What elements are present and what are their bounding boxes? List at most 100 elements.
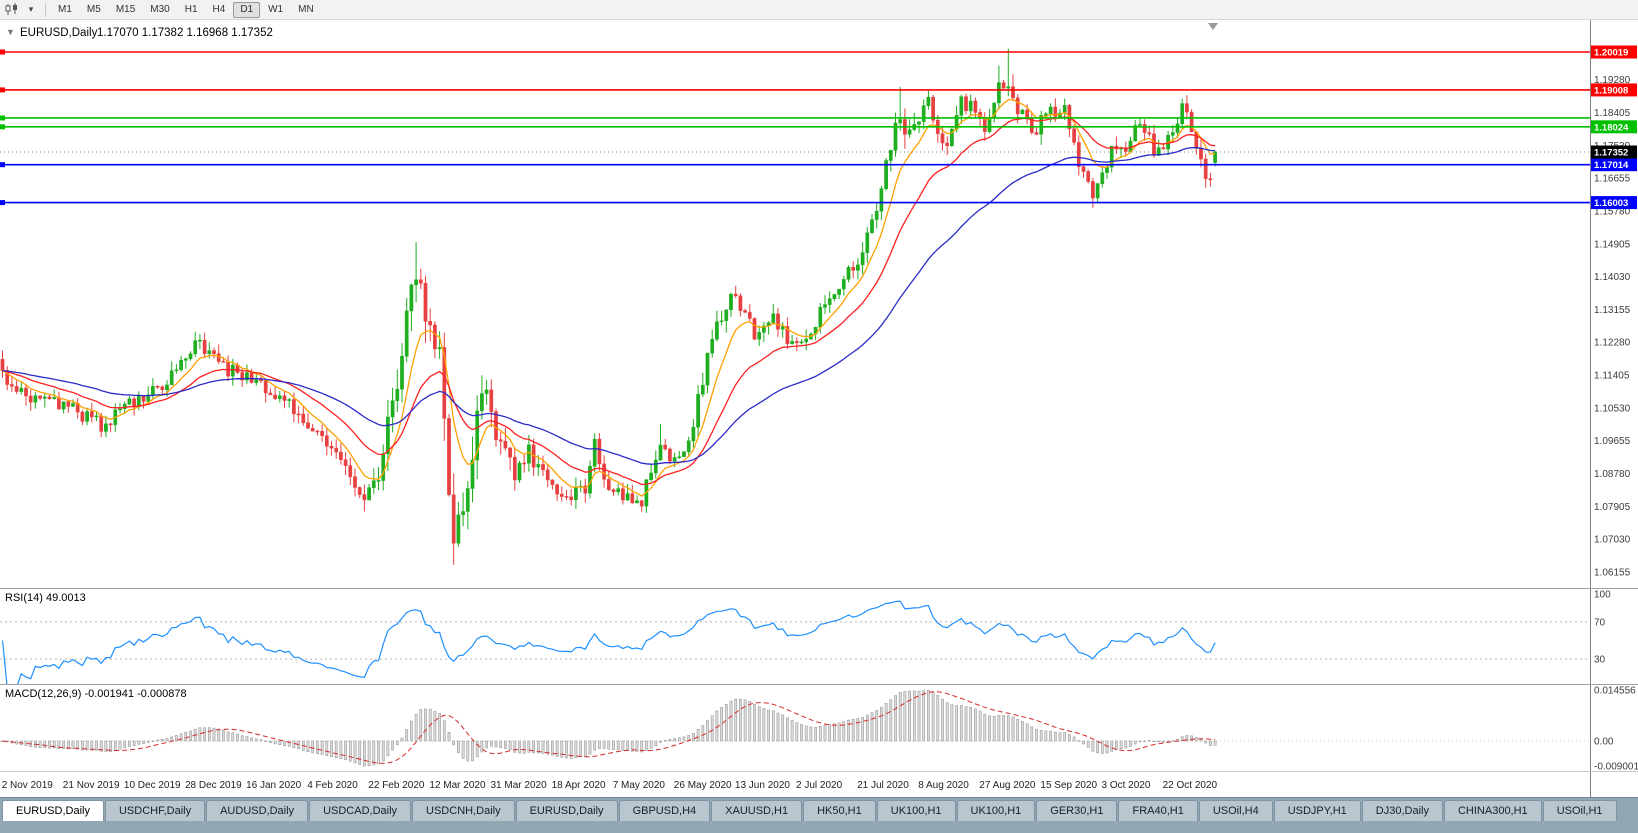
svg-text:13 Jun 2020: 13 Jun 2020 xyxy=(735,780,790,791)
svg-text:1.16655: 1.16655 xyxy=(1594,174,1631,185)
svg-text:-0.009001: -0.009001 xyxy=(1594,762,1638,773)
price-axis[interactable] xyxy=(0,20,1638,797)
chart-canvas[interactable]: ▼ EURUSD,Daily 1.17070 1.17382 1.16968 1… xyxy=(0,20,1638,797)
svg-text:3 Oct 2020: 3 Oct 2020 xyxy=(1102,780,1151,791)
svg-text:1.06155: 1.06155 xyxy=(1594,567,1631,578)
chart-tab-usoil-h1[interactable]: USOil,H1 xyxy=(1542,800,1617,821)
one-click-trading-toggle[interactable]: ▼ xyxy=(6,27,15,37)
chart-tab-china300-h1[interactable]: CHINA300,H1 xyxy=(1443,800,1542,821)
top-toolbar: ▾ M1 M5 M15 M30 H1 H4 D1 W1 MN xyxy=(0,0,1638,20)
svg-text:1.07030: 1.07030 xyxy=(1594,535,1631,546)
timeframe-button-d1[interactable]: D1 xyxy=(233,1,261,18)
toolbar-separator xyxy=(45,2,46,17)
chart-tab-usdcad-daily[interactable]: USDCAD,Daily xyxy=(309,800,412,821)
candlestick-chart-icon xyxy=(5,3,17,15)
chart-tab-dj30-daily[interactable]: DJ30,Daily xyxy=(1361,800,1443,821)
svg-text:1.14905: 1.14905 xyxy=(1594,239,1631,250)
macd-plot xyxy=(0,690,1590,767)
svg-text:1.19008: 1.19008 xyxy=(1594,85,1628,96)
svg-text:1.09655: 1.09655 xyxy=(1594,436,1631,447)
chart-tab-xauusd-h1[interactable]: XAUUSD,H1 xyxy=(711,800,803,821)
chart-tab-usdcnh-daily[interactable]: USDCNH,Daily xyxy=(412,800,515,821)
svg-text:22 Feb 2020: 22 Feb 2020 xyxy=(368,780,425,791)
timeframe-button-m1[interactable]: M1 xyxy=(51,2,79,18)
chart-type-dropdown-caret[interactable]: ▾ xyxy=(22,1,40,18)
svg-text:2 Jul 2020: 2 Jul 2020 xyxy=(796,780,843,791)
svg-text:4 Feb 2020: 4 Feb 2020 xyxy=(307,780,358,791)
svg-text:28 Dec 2019: 28 Dec 2019 xyxy=(185,780,242,791)
svg-text:1.07905: 1.07905 xyxy=(1594,502,1631,513)
chart-tab-audusd-daily[interactable]: AUDUSD,Daily xyxy=(206,800,309,821)
chart-area: ▼ EURUSD,Daily 1.17070 1.17382 1.16968 1… xyxy=(0,20,1638,797)
svg-text:1.19280: 1.19280 xyxy=(1594,75,1631,86)
timeframe-button-m5[interactable]: M5 xyxy=(80,2,108,18)
timeframe-button-m15[interactable]: M15 xyxy=(109,2,142,18)
moving-averages xyxy=(2,98,1216,497)
timeframe-button-w1[interactable]: W1 xyxy=(261,2,290,18)
current-price-badge xyxy=(1591,145,1637,159)
svg-text:0.00: 0.00 xyxy=(1594,737,1614,748)
price-level-badge xyxy=(1591,120,1637,134)
svg-text:21 Nov 2019: 21 Nov 2019 xyxy=(63,780,120,791)
chart-tab-usdjpy-h1[interactable]: USDJPY,H1 xyxy=(1273,800,1361,821)
svg-text:18 Apr 2020: 18 Apr 2020 xyxy=(552,780,606,791)
svg-text:1.16003: 1.16003 xyxy=(1594,198,1628,209)
svg-text:10 Dec 2019: 10 Dec 2019 xyxy=(124,780,181,791)
svg-text:100: 100 xyxy=(1594,590,1611,601)
svg-text:1.10530: 1.10530 xyxy=(1594,403,1631,414)
candles xyxy=(0,48,1217,565)
rsi-plot xyxy=(0,600,1590,684)
svg-text:16 Jan 2020: 16 Jan 2020 xyxy=(246,780,301,791)
chart-tabs: EURUSD,Daily USDCHF,Daily AUDUSD,Daily USDC… xyxy=(2,800,1636,821)
price-level-badge xyxy=(1591,83,1637,97)
svg-text:1.12280: 1.12280 xyxy=(1594,338,1631,349)
svg-text:7 May 2020: 7 May 2020 xyxy=(613,780,666,791)
timeframe-button-h4[interactable]: H4 xyxy=(206,2,233,18)
chart-header-symbol: EURUSD,Daily xyxy=(20,27,98,39)
chart-tab-fra40-h1[interactable]: FRA40,H1 xyxy=(1118,800,1198,821)
macd-pane-label: MACD(12,26,9) -0.001941 -0.000878 xyxy=(5,688,187,700)
price-level-badge xyxy=(1591,45,1637,59)
svg-text:21 Jul 2020: 21 Jul 2020 xyxy=(857,780,909,791)
timeframe-button-h1[interactable]: H1 xyxy=(178,2,205,18)
chart-tab-hk50-h1[interactable]: HK50,H1 xyxy=(803,800,876,821)
price-level-badge xyxy=(1591,196,1637,210)
chart-tab-usdchf-daily[interactable]: USDCHF,Daily xyxy=(104,800,206,821)
chart-tab-gbpusd-h4[interactable]: GBPUSD,H4 xyxy=(618,800,711,821)
svg-text:1.14030: 1.14030 xyxy=(1594,272,1631,283)
svg-text:2 Nov 2019: 2 Nov 2019 xyxy=(2,780,54,791)
chart-tab-bar: EURUSD,Daily USDCHF,Daily AUDUSD,Daily USDC… xyxy=(0,797,1638,833)
svg-text:1.15780: 1.15780 xyxy=(1594,206,1631,217)
rsi-pane-label: RSI(14) 49.0013 xyxy=(5,592,86,604)
timeframe-button-mn[interactable]: MN xyxy=(291,2,321,18)
svg-text:26 May 2020: 26 May 2020 xyxy=(674,780,732,791)
svg-text:30: 30 xyxy=(1594,655,1606,666)
chart-shift-marker xyxy=(1208,23,1218,30)
chart-tab-eurusd-daily[interactable]: EURUSD,Daily xyxy=(2,800,104,821)
svg-text:1.18405: 1.18405 xyxy=(1594,108,1631,119)
svg-text:70: 70 xyxy=(1594,617,1606,628)
timeframe-button-m30[interactable]: M30 xyxy=(143,2,176,18)
svg-text:22 Oct 2020: 22 Oct 2020 xyxy=(1163,780,1218,791)
axis-labels: 1.192801.184051.175301.166551.157801.149… xyxy=(2,45,1638,791)
chart-header-ohlc: 1.17070 1.17382 1.16968 1.17352 xyxy=(97,27,273,39)
svg-text:0.014556: 0.014556 xyxy=(1594,686,1636,697)
horizontal-level-lines[interactable] xyxy=(0,49,1590,206)
svg-text:1.17352: 1.17352 xyxy=(1594,148,1628,159)
svg-text:1.20019: 1.20019 xyxy=(1594,48,1628,59)
chart-tab-ger30-h1[interactable]: GER30,H1 xyxy=(1036,800,1118,821)
chart-tab-uk100-h1[interactable]: UK100,H1 xyxy=(956,800,1036,821)
chart-tab-uk100-h1[interactable]: UK100,H1 xyxy=(876,800,956,821)
svg-text:1.17014: 1.17014 xyxy=(1594,160,1629,171)
chart-type-button[interactable] xyxy=(3,1,21,18)
timeframe-buttons: M1 M5 M15 M30 H1 H4 D1 W1 MN xyxy=(51,1,321,18)
svg-text:1.13155: 1.13155 xyxy=(1594,305,1631,316)
svg-text:12 Mar 2020: 12 Mar 2020 xyxy=(429,780,486,791)
price-level-badge xyxy=(1591,158,1637,172)
svg-text:27 Aug 2020: 27 Aug 2020 xyxy=(979,780,1036,791)
svg-text:1.11405: 1.11405 xyxy=(1594,371,1630,382)
chart-tab-usoil-h4[interactable]: USOil,H4 xyxy=(1198,800,1273,821)
chart-tab-eurusd-daily[interactable]: EURUSD,Daily xyxy=(515,800,618,821)
svg-text:1.08780: 1.08780 xyxy=(1594,469,1631,480)
